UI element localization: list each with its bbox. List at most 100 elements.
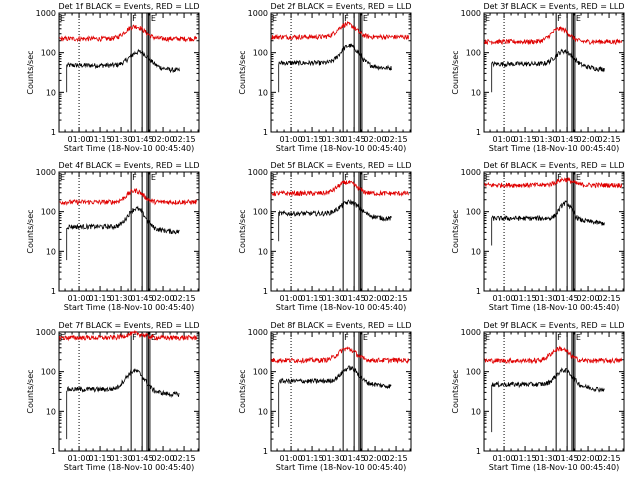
- x-tick-label: 02:00: [152, 135, 175, 144]
- y-tick-label: 10: [46, 88, 56, 97]
- events-series-line: [491, 367, 605, 433]
- x-tick-label: 01:00: [68, 135, 91, 144]
- chart-panel-5: Det 5f BLACK = Events, RED = LLD 1 10 100 10…: [238, 161, 412, 312]
- chart-panel-7: Det 7f BLACK = Events, RED = LLD 1 10 100 10…: [26, 321, 200, 472]
- marker-label: E: [576, 173, 581, 182]
- y-tick-label: 10: [471, 88, 481, 97]
- x-tick-label: 02:15: [385, 454, 408, 463]
- chart-panel-8: Det 8f BLACK = Events, RED = LLD 1 10 100 10…: [238, 321, 412, 472]
- events-series-line: [66, 368, 180, 440]
- marker-label: E: [151, 14, 156, 23]
- y-tick-label: 1: [51, 287, 56, 296]
- x-tick-label: 01:15: [514, 294, 537, 303]
- x-tick-label: 01:15: [89, 294, 112, 303]
- marker-label: E: [485, 333, 490, 342]
- x-tick-label: 02:00: [364, 135, 387, 144]
- marker-label: F: [132, 14, 137, 23]
- chart-panel-9: Det 9f BLACK = Events, RED = LLD 1 10 100 10…: [451, 321, 625, 472]
- marker-label: E: [151, 173, 156, 182]
- y-tick-label: 10: [258, 88, 268, 97]
- x-axis-label: Start Time (18-Nov-10 00:45:40): [64, 303, 194, 312]
- x-tick-label: 01:15: [89, 454, 112, 463]
- y-tick-label: 10: [258, 407, 268, 416]
- x-axis-label: Start Time (18-Nov-10 00:45:40): [64, 463, 194, 472]
- x-tick-label: 02:15: [385, 294, 408, 303]
- marker-label: F: [557, 333, 562, 342]
- x-tick-label: 02:00: [577, 135, 600, 144]
- y-tick-label: 1: [476, 128, 481, 137]
- marker-label: E: [272, 14, 277, 23]
- x-tick-label: 01:30: [322, 454, 345, 463]
- x-tick-label: 01:45: [131, 135, 154, 144]
- x-tick-label: 02:00: [577, 294, 600, 303]
- y-tick-label: 1000: [248, 168, 268, 177]
- x-tick-label: 01:15: [301, 454, 324, 463]
- plot-frame: [483, 171, 625, 292]
- events-series-line: [491, 48, 605, 93]
- x-tick-label: 01:30: [110, 294, 133, 303]
- y-axis-label: Counts/sec: [26, 209, 35, 253]
- chart-panel-1: Det 1f BLACK = Events, RED = LLD 1 10 100 10…: [26, 2, 200, 153]
- x-tick-label: 02:15: [385, 135, 408, 144]
- marker-label: F: [344, 173, 349, 182]
- x-tick-label: 01:15: [301, 135, 324, 144]
- y-tick-label: 100: [253, 208, 268, 217]
- x-tick-label: 01:00: [68, 294, 91, 303]
- lld-series-line: [271, 20, 410, 41]
- events-series-line: [278, 43, 392, 93]
- lld-series-line: [271, 180, 410, 197]
- y-tick-label: 10: [258, 247, 268, 256]
- marker-label: E: [576, 14, 581, 23]
- x-tick-label: 01:00: [493, 454, 516, 463]
- plot-frame: [483, 331, 625, 452]
- x-tick-label: 01:30: [535, 294, 558, 303]
- y-tick-label: 100: [253, 49, 268, 58]
- y-tick-label: 100: [253, 368, 268, 377]
- plot-frame: [58, 12, 200, 133]
- x-tick-label: 02:00: [152, 454, 175, 463]
- marker-label: F: [557, 173, 562, 182]
- x-tick-label: 01:15: [89, 135, 112, 144]
- x-tick-label: 02:15: [173, 454, 196, 463]
- marker-label: E: [272, 173, 277, 182]
- chart-title: Det 8f BLACK = Events, RED = LLD: [270, 321, 411, 330]
- x-tick-label: 01:15: [514, 135, 537, 144]
- x-axis-label: Start Time (18-Nov-10 00:45:40): [489, 144, 619, 153]
- marker-label: E: [363, 14, 368, 23]
- marker-label: F: [344, 333, 349, 342]
- y-axis-label: Counts/sec: [451, 50, 460, 94]
- x-axis-label: Start Time (18-Nov-10 00:45:40): [276, 463, 406, 472]
- y-tick-label: 1: [263, 128, 268, 137]
- x-tick-label: 01:30: [535, 135, 558, 144]
- x-tick-label: 01:30: [535, 454, 558, 463]
- x-tick-label: 01:15: [514, 454, 537, 463]
- chart-title: Det 7f BLACK = Events, RED = LLD: [58, 321, 199, 330]
- y-tick-label: 1: [51, 447, 56, 456]
- x-tick-label: 01:30: [322, 135, 345, 144]
- y-tick-label: 100: [466, 368, 481, 377]
- x-tick-label: 01:30: [110, 454, 133, 463]
- x-tick-label: 01:45: [556, 135, 579, 144]
- lld-series-line: [59, 24, 198, 43]
- y-axis-label: Counts/sec: [26, 369, 35, 413]
- y-tick-label: 1: [476, 287, 481, 296]
- y-tick-label: 10: [46, 247, 56, 256]
- y-axis-label: Counts/sec: [451, 209, 460, 253]
- y-tick-label: 100: [41, 368, 56, 377]
- plot-frame: [58, 331, 200, 452]
- y-tick-label: 1000: [36, 9, 56, 18]
- y-tick-label: 100: [41, 208, 56, 217]
- plot-frame: [270, 12, 412, 133]
- x-tick-label: 01:00: [280, 135, 303, 144]
- y-tick-label: 1000: [248, 9, 268, 18]
- chart-title: Det 4f BLACK = Events, RED = LLD: [58, 161, 199, 170]
- marker-label: F: [557, 14, 562, 23]
- marker-label: E: [151, 333, 156, 342]
- x-tick-label: 01:45: [556, 294, 579, 303]
- x-tick-label: 01:00: [280, 454, 303, 463]
- events-series-line: [491, 200, 605, 246]
- marker-label: F: [132, 333, 137, 342]
- y-tick-label: 1000: [461, 328, 481, 337]
- y-tick-label: 1: [263, 447, 268, 456]
- y-axis-label: Counts/sec: [238, 369, 247, 413]
